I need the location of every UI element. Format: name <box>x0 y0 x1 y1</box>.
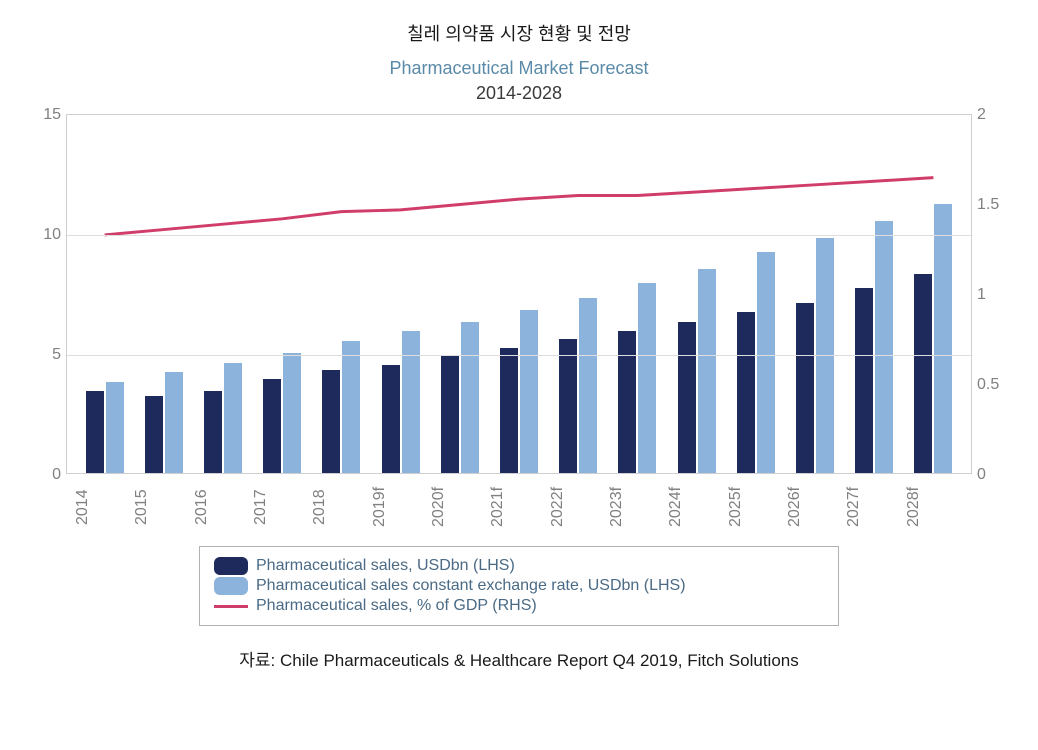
y-axis-right-label: 1 <box>977 286 1009 304</box>
y-axis-right-label: 0.5 <box>977 376 1009 394</box>
x-axis-labels: 201420152016201720182019f2020f2021f2022f… <box>66 480 972 534</box>
bar-sales-usdbn <box>559 339 577 473</box>
bar-sales-constfx <box>698 269 716 473</box>
bar-group <box>430 322 489 473</box>
main-title: 칠레 의약품 시장 현황 및 전망 <box>20 20 1018 46</box>
x-axis-label: 2017 <box>252 480 311 534</box>
bar-group <box>253 353 312 473</box>
bar-sales-constfx <box>461 322 479 473</box>
y-axis-left-label: 10 <box>29 226 61 244</box>
bar-group <box>75 382 134 473</box>
bar-group <box>549 298 608 473</box>
plot-area: 05101500.511.52 <box>66 114 972 474</box>
x-axis-label: 2021f <box>489 480 548 534</box>
x-axis-label: 2014 <box>74 480 133 534</box>
x-axis-label: 2027f <box>845 480 904 534</box>
bar-sales-usdbn <box>263 379 281 473</box>
x-axis-label: 2026f <box>786 480 845 534</box>
y-axis-left-label: 5 <box>29 346 61 364</box>
bar-sales-constfx <box>165 372 183 473</box>
bar-sales-constfx <box>283 353 301 473</box>
legend-swatch-line-icon <box>214 605 248 608</box>
bar-sales-usdbn <box>500 348 518 473</box>
legend-item-line: Pharmaceutical sales, % of GDP (RHS) <box>214 597 824 615</box>
bar-sales-constfx <box>106 382 124 473</box>
x-axis-label: 2028f <box>905 480 964 534</box>
y-axis-right-label: 2 <box>977 106 1009 124</box>
bar-sales-constfx <box>224 363 242 473</box>
chart-year-range: 2014-2028 <box>20 83 1018 104</box>
bar-sales-constfx <box>402 331 420 473</box>
x-axis-label: 2023f <box>608 480 667 534</box>
x-axis-label: 2019f <box>371 480 430 534</box>
bar-group <box>134 372 193 473</box>
y-axis-right-label: 0 <box>977 466 1009 484</box>
legend-label: Pharmaceutical sales, % of GDP (RHS) <box>256 597 537 615</box>
bar-group <box>608 283 667 473</box>
x-axis-label: 2022f <box>549 480 608 534</box>
bar-group <box>904 204 963 473</box>
bar-sales-usdbn <box>86 391 104 473</box>
bar-sales-constfx <box>934 204 952 473</box>
bar-group <box>312 341 371 473</box>
bar-sales-usdbn <box>441 355 459 473</box>
chart-container: 칠레 의약품 시장 현황 및 전망 Pharmaceutical Market … <box>20 20 1018 671</box>
bar-sales-usdbn <box>855 288 873 473</box>
x-axis-label: 2016 <box>193 480 252 534</box>
grid-line <box>67 355 971 356</box>
bars-row <box>67 115 971 473</box>
bar-sales-usdbn <box>914 274 932 473</box>
x-axis-label: 2024f <box>667 480 726 534</box>
plot-wrapper: 05101500.511.52 201420152016201720182019… <box>66 114 972 534</box>
bar-group <box>726 252 785 473</box>
grid-line <box>67 235 971 236</box>
bar-group <box>845 221 904 473</box>
x-axis-label: 2018 <box>311 480 370 534</box>
y-axis-right-label: 1.5 <box>977 196 1009 214</box>
bar-sales-usdbn <box>678 322 696 473</box>
y-axis-left-label: 0 <box>29 466 61 484</box>
legend-box: Pharmaceutical sales, USDbn (LHS) Pharma… <box>199 546 839 626</box>
legend-swatch-bar-icon <box>214 557 248 575</box>
legend-label: Pharmaceutical sales, USDbn (LHS) <box>256 557 515 575</box>
bar-sales-usdbn <box>796 303 814 473</box>
bar-sales-constfx <box>342 341 360 473</box>
bar-group <box>193 363 252 473</box>
bar-group <box>371 331 430 473</box>
legend-swatch-bar-icon <box>214 577 248 595</box>
bar-sales-constfx <box>520 310 538 473</box>
legend-item-sales: Pharmaceutical sales, USDbn (LHS) <box>214 557 824 575</box>
bar-sales-constfx <box>579 298 597 473</box>
x-axis-label: 2015 <box>133 480 192 534</box>
bar-sales-usdbn <box>322 370 340 473</box>
bar-sales-usdbn <box>204 391 222 473</box>
bar-sales-usdbn <box>737 312 755 473</box>
bar-sales-usdbn <box>382 365 400 473</box>
y-axis-left-label: 15 <box>29 106 61 124</box>
bar-sales-constfx <box>638 283 656 473</box>
bar-sales-constfx <box>875 221 893 473</box>
legend-item-constfx: Pharmaceutical sales constant exchange r… <box>214 577 824 595</box>
x-axis-label: 2020f <box>430 480 489 534</box>
source-line: 자료: Chile Pharmaceuticals & Healthcare R… <box>20 646 1018 671</box>
bar-sales-usdbn <box>618 331 636 473</box>
bar-sales-usdbn <box>145 396 163 473</box>
bar-group <box>667 269 726 473</box>
chart-subtitle: Pharmaceutical Market Forecast <box>20 58 1018 79</box>
x-axis-label: 2025f <box>727 480 786 534</box>
legend-label: Pharmaceutical sales constant exchange r… <box>256 577 686 595</box>
bar-sales-constfx <box>757 252 775 473</box>
bar-group <box>489 310 548 473</box>
